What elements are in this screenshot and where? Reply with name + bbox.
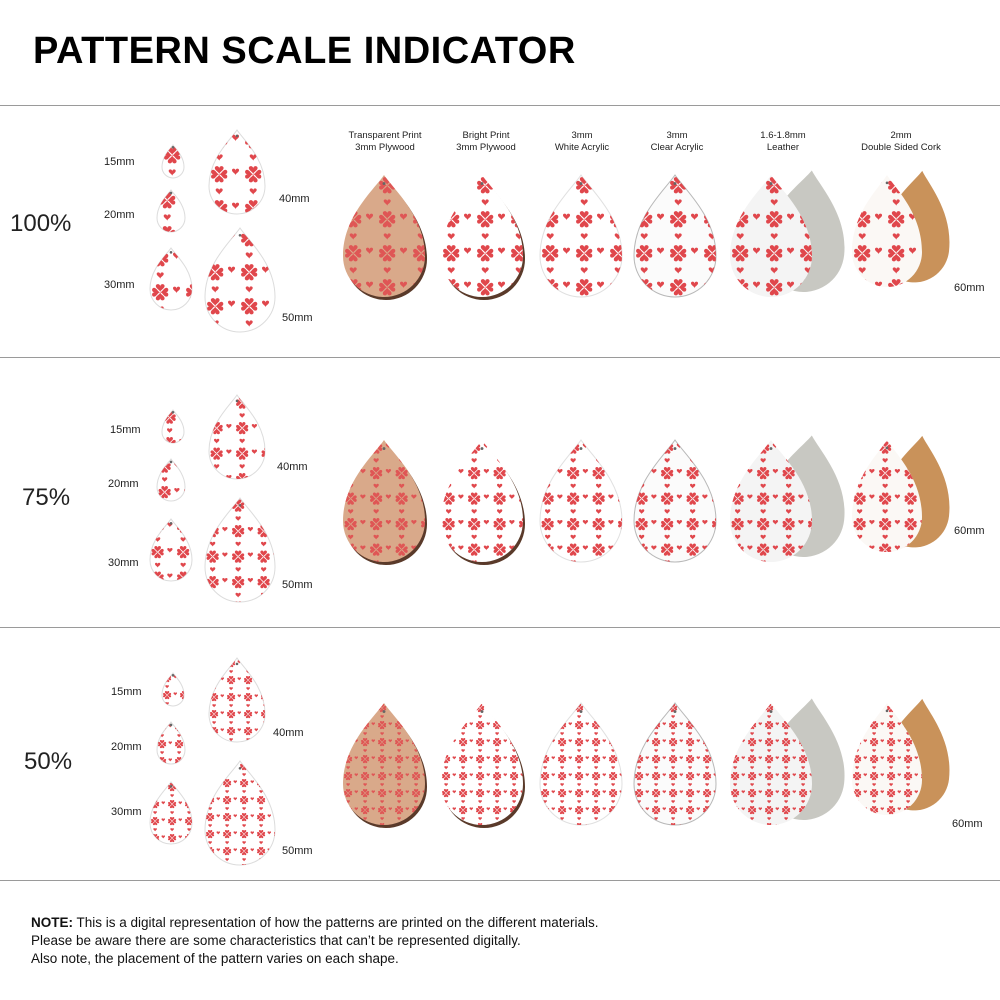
material-white-acrylic-75 (539, 439, 623, 563)
sample-15mm-75 (161, 409, 185, 444)
sample-20mm-100 (156, 189, 186, 233)
note-block: NOTE: This is a digital representation o… (31, 914, 599, 968)
size-label-20mm: 20mm (111, 741, 142, 753)
size-label-50mm: 50mm (282, 312, 313, 324)
material-cork-100 (852, 170, 950, 287)
sample-15mm-100 (161, 144, 185, 179)
material-header-cork: 2mm Double Sided Cork (861, 130, 941, 153)
sample-30mm-100 (149, 247, 193, 311)
size-label-40mm: 40mm (279, 193, 310, 205)
sample-50mm-50 (204, 760, 276, 866)
material-white-acrylic-100 (539, 174, 623, 298)
material-header-plywood-transparent: Transparent Print 3mm Plywood (348, 130, 422, 153)
size-label-50mm: 50mm (282, 845, 313, 857)
material-clear-acrylic-100 (633, 174, 717, 298)
sample-15mm-50 (161, 672, 185, 707)
size-label-40mm: 40mm (277, 461, 308, 473)
scale-label: 75% (22, 484, 71, 511)
note-label: NOTE: (31, 915, 73, 930)
size-label-30mm: 30mm (108, 557, 139, 569)
size-label-30mm: 30mm (111, 806, 142, 818)
material-cork-75 (852, 435, 950, 552)
size-label-60mm: 60mm (954, 525, 985, 537)
size-label-20mm: 20mm (104, 209, 135, 221)
size-label-50mm: 50mm (282, 579, 313, 591)
material-leather-75 (730, 435, 845, 562)
size-label-15mm: 15mm (104, 156, 135, 168)
material-header-white-acrylic: 3mm White Acrylic (554, 130, 610, 153)
material-header-leather: 1.6-1.8mm Leather (760, 130, 806, 153)
note-line-1: This is a digital representation of how … (76, 915, 599, 930)
material-plywood-bright-75 (441, 440, 525, 565)
size-label-20mm: 20mm (108, 478, 139, 490)
scale-label: 100% (10, 210, 72, 237)
size-label-30mm: 30mm (104, 279, 135, 291)
material-leather-100 (730, 170, 845, 297)
size-label-15mm: 15mm (111, 686, 142, 698)
size-label-15mm: 15mm (110, 424, 141, 436)
sample-20mm-50 (156, 721, 186, 765)
sample-50mm-75 (204, 497, 276, 603)
material-plywood-transparent-50 (343, 703, 427, 828)
material-plywood-bright-100 (441, 175, 525, 300)
scale-label: 50% (24, 748, 73, 775)
material-plywood-bright-50 (441, 703, 525, 828)
divider-1 (0, 357, 1000, 358)
divider-bottom (0, 880, 1000, 881)
divider-top (0, 105, 1000, 106)
sample-30mm-75 (149, 518, 193, 582)
material-plywood-transparent-75 (343, 440, 427, 565)
material-plywood-transparent-100 (343, 175, 427, 300)
page-title: PATTERN SCALE INDICATOR (33, 30, 576, 72)
material-cork-50 (852, 698, 950, 815)
sample-40mm-50 (208, 657, 266, 743)
material-clear-acrylic-50 (633, 702, 717, 826)
material-leather-50 (730, 698, 845, 825)
size-label-60mm: 60mm (952, 818, 983, 830)
note-line-3: Also note, the placement of the pattern … (31, 951, 399, 966)
material-clear-acrylic-75 (633, 439, 717, 563)
divider-2 (0, 627, 1000, 628)
sample-30mm-50 (149, 781, 193, 845)
sample-20mm-75 (156, 458, 186, 502)
note-line-2: Please be aware there are some character… (31, 933, 521, 948)
material-header-clear-acrylic: 3mm Clear Acrylic (650, 130, 704, 153)
material-header-plywood-bright: Bright Print 3mm Plywood (456, 130, 516, 153)
sample-40mm-75 (208, 394, 266, 480)
material-white-acrylic-50 (539, 702, 623, 826)
sample-40mm-100 (208, 129, 266, 215)
size-label-60mm: 60mm (954, 282, 985, 294)
sample-50mm-100 (204, 227, 276, 333)
size-label-40mm: 40mm (273, 727, 304, 739)
